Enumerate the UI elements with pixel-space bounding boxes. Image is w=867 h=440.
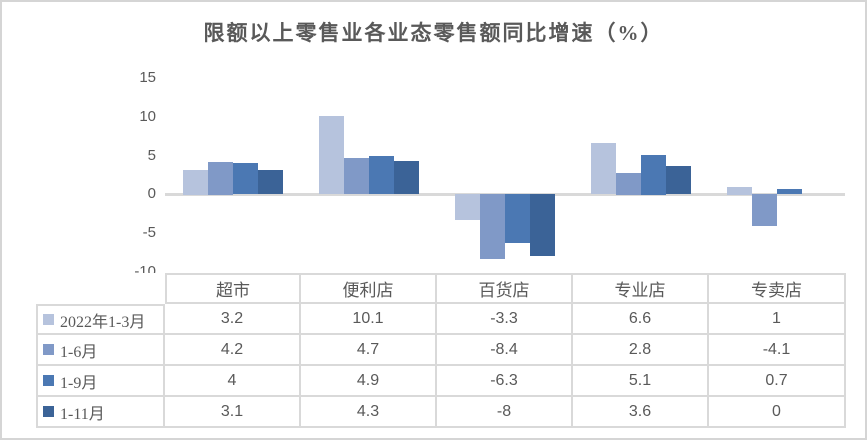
bar bbox=[616, 173, 641, 195]
series-label: 1-9月 bbox=[60, 374, 98, 392]
y-tick-label: 10 bbox=[139, 108, 156, 125]
table-value-cell: 4.2 bbox=[165, 335, 301, 366]
y-tick-label: 5 bbox=[147, 147, 156, 164]
y-tick-label: 0 bbox=[147, 185, 156, 202]
table-header-cell: 专业店 bbox=[573, 273, 709, 304]
table-value-cell: -3.3 bbox=[437, 304, 573, 335]
table-value-cell: 3.6 bbox=[573, 397, 709, 428]
legend-swatch bbox=[43, 344, 54, 355]
table-value-cell: -4.1 bbox=[709, 335, 846, 366]
table-value-cell: 2.8 bbox=[573, 335, 709, 366]
table-value-cell: 4.9 bbox=[301, 366, 437, 397]
bar bbox=[208, 162, 233, 195]
bar bbox=[777, 189, 802, 194]
table-header-cell: 便利店 bbox=[301, 273, 437, 304]
legend-swatch bbox=[43, 314, 54, 325]
bar bbox=[183, 170, 208, 195]
y-tick-label: -5 bbox=[142, 224, 156, 241]
bar bbox=[258, 170, 283, 194]
bar bbox=[727, 187, 752, 195]
bar bbox=[591, 143, 616, 194]
series-legend-cell: 1-6月 bbox=[36, 335, 165, 366]
bar bbox=[455, 194, 480, 220]
legend-swatch bbox=[43, 406, 54, 417]
table-value-cell: 4.3 bbox=[301, 397, 437, 428]
table-value-cell: -8.4 bbox=[437, 335, 573, 366]
table-value-cell: -8 bbox=[437, 397, 573, 428]
table-value-cell: 10.1 bbox=[301, 304, 437, 335]
series-label: 1-6月 bbox=[60, 343, 98, 361]
bar bbox=[319, 116, 344, 194]
series-label: 1-11月 bbox=[60, 405, 105, 423]
bar bbox=[233, 163, 258, 194]
series-legend-cell: 1-11月 bbox=[36, 397, 165, 428]
y-tick-label: 15 bbox=[139, 69, 156, 86]
table-value-cell: 3.2 bbox=[165, 304, 301, 335]
table-value-cell: 4 bbox=[165, 366, 301, 397]
table-value-cell: 0 bbox=[709, 397, 846, 428]
table-value-cell: 0.7 bbox=[709, 366, 846, 397]
table-corner-cell bbox=[36, 273, 165, 304]
bar bbox=[369, 156, 394, 194]
bar bbox=[666, 166, 691, 194]
series-label: 2022年1-3月 bbox=[60, 313, 146, 331]
series-legend-cell: 2022年1-3月 bbox=[36, 304, 165, 335]
bar bbox=[752, 194, 777, 226]
bar bbox=[505, 194, 530, 243]
bar bbox=[344, 158, 369, 194]
table-value-cell: 5.1 bbox=[573, 366, 709, 397]
table-header-cell: 专卖店 bbox=[709, 273, 846, 304]
table-value-cell: 4.7 bbox=[301, 335, 437, 366]
bar bbox=[394, 161, 419, 194]
table-value-cell: 1 bbox=[709, 304, 846, 335]
table-header-cell: 百货店 bbox=[437, 273, 573, 304]
table-value-cell: 6.6 bbox=[573, 304, 709, 335]
chart-title: 限额以上零售业各业态零售额同比增速（%） bbox=[203, 21, 664, 45]
bar bbox=[641, 155, 666, 195]
bar bbox=[530, 194, 555, 256]
table-value-cell: 3.1 bbox=[165, 397, 301, 428]
bar bbox=[480, 194, 505, 259]
data-table: 超市 便利店 百货店 专业店 专卖店 2022年1-3月 3.2 10.1 -3.3 6.6 1 1-… bbox=[36, 273, 846, 428]
table-value-cell: -6.3 bbox=[437, 366, 573, 397]
table-header-cell: 超市 bbox=[165, 273, 301, 304]
series-legend-cell: 1-9月 bbox=[36, 366, 165, 397]
legend-swatch bbox=[43, 375, 54, 386]
